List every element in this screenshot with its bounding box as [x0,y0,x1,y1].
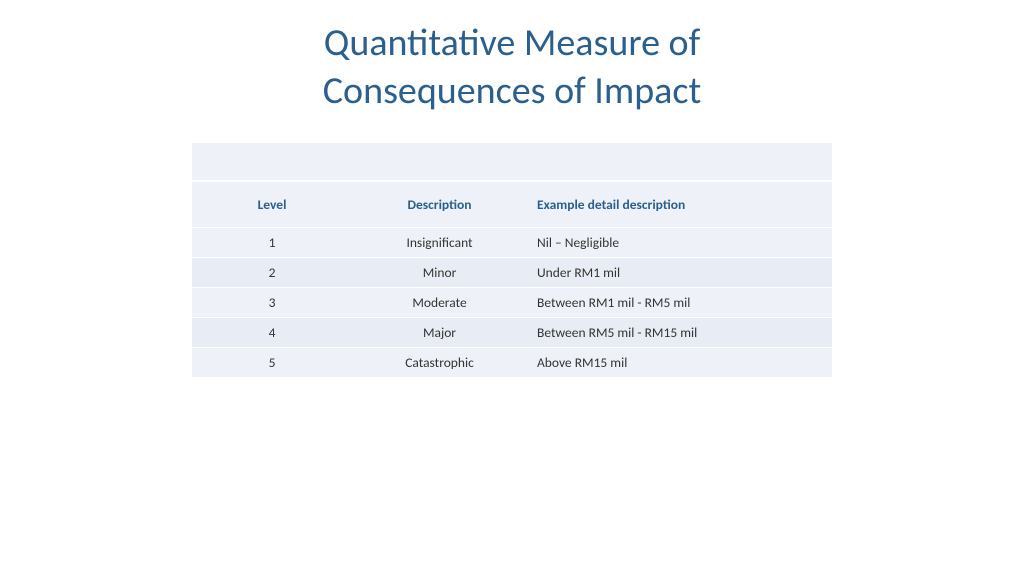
cell-level: 1 [192,228,352,258]
col-header-example: Example detail description [527,181,832,228]
cell-example: Nil – Negligible [527,228,832,258]
cell-example: Under RM1 mil [527,258,832,288]
table-row: 5 Catastrophic Above RM15 mil [192,348,832,378]
table-row: 4 Major Between RM5 mil - RM15 mil [192,318,832,348]
cell-description: Minor [352,258,527,288]
col-header-level: Level [192,181,352,228]
impact-table-container: Level Description Example detail descrip… [192,143,832,377]
cell-level: 4 [192,318,352,348]
spacer-cell [192,143,832,181]
cell-example: Between RM1 mil - RM5 mil [527,288,832,318]
title-line-1: Quantitative Measure of [324,20,700,66]
page-title: Quantitative Measure of Consequences of … [0,0,1024,143]
table-row: 1 Insignificant Nil – Negligible [192,228,832,258]
cell-description: Catastrophic [352,348,527,378]
col-header-description: Description [352,181,527,228]
table-body: 1 Insignificant Nil – Negligible 2 Minor… [192,228,832,378]
cell-description: Insignificant [352,228,527,258]
cell-example: Between RM5 mil - RM15 mil [527,318,832,348]
cell-level: 5 [192,348,352,378]
title-line-2: Consequences of Impact [323,68,701,114]
cell-description: Moderate [352,288,527,318]
table-spacer-row [192,143,832,181]
cell-description: Major [352,318,527,348]
cell-level: 3 [192,288,352,318]
impact-table: Level Description Example detail descrip… [192,143,832,377]
table-row: 3 Moderate Between RM1 mil - RM5 mil [192,288,832,318]
table-header-row: Level Description Example detail descrip… [192,181,832,228]
table-row: 2 Minor Under RM1 mil [192,258,832,288]
cell-level: 2 [192,258,352,288]
cell-example: Above RM15 mil [527,348,832,378]
